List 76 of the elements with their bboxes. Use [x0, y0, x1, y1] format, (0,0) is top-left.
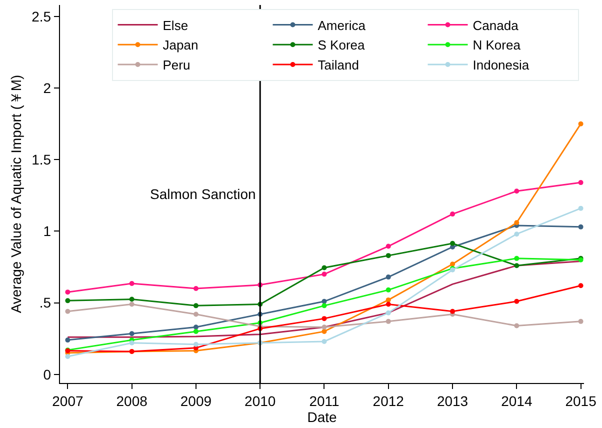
x-axis-title: Date — [307, 408, 337, 425]
point — [193, 312, 198, 317]
point — [386, 287, 391, 292]
point — [514, 323, 520, 328]
point — [514, 256, 520, 261]
point — [578, 283, 584, 288]
point — [514, 188, 520, 194]
point — [578, 206, 584, 211]
point — [65, 338, 70, 343]
legend-label: Peru — [162, 58, 190, 73]
point — [65, 308, 70, 314]
point — [578, 180, 584, 186]
ref-line-label: Salmon Sanction — [150, 186, 256, 202]
x-tick-label: 2015 — [565, 392, 597, 409]
legend-label: Indonesia — [472, 58, 530, 73]
point — [450, 262, 456, 267]
point — [322, 328, 327, 334]
point — [514, 263, 520, 268]
point — [578, 224, 584, 230]
point — [514, 220, 520, 226]
point — [65, 290, 70, 295]
point — [450, 308, 456, 314]
y-tick-label: .5 — [39, 294, 52, 311]
point — [386, 318, 391, 324]
point — [129, 340, 134, 346]
point — [386, 244, 391, 249]
legend-label: N Korea — [472, 38, 522, 53]
x-tick-label: 2007 — [52, 392, 84, 409]
point — [193, 286, 198, 291]
point — [193, 328, 198, 334]
point — [129, 302, 134, 307]
point — [386, 297, 391, 302]
point — [65, 354, 70, 360]
point — [129, 280, 134, 286]
legend-label: S Korea — [318, 38, 366, 53]
x-tick-label: 2010 — [244, 392, 276, 409]
point — [322, 316, 327, 322]
point — [129, 331, 134, 336]
legend-label: Else — [162, 18, 188, 33]
point — [578, 121, 584, 126]
point — [65, 298, 70, 304]
y-tick-label: 2 — [43, 80, 52, 96]
point — [386, 302, 391, 307]
point — [322, 298, 327, 304]
y-tick-label: 2.5 — [32, 8, 52, 24]
point — [129, 296, 134, 302]
point — [193, 324, 198, 330]
point — [514, 232, 520, 237]
x-tick-label: 2008 — [116, 392, 148, 409]
point — [322, 324, 327, 330]
x-tick-label: 2011 — [309, 392, 340, 409]
point — [578, 318, 584, 324]
legend-label: America — [318, 18, 366, 33]
point — [322, 272, 327, 277]
point — [514, 298, 520, 304]
legend-label: Canada — [472, 18, 520, 33]
x-tick-label: 2012 — [372, 392, 404, 409]
y-tick-label: 1.5 — [32, 152, 52, 168]
point — [322, 338, 327, 344]
point — [450, 240, 456, 246]
x-tick-label: 2013 — [436, 392, 468, 409]
point — [386, 253, 391, 258]
point — [193, 342, 198, 347]
point — [322, 265, 327, 270]
legend-label: Tailand — [318, 58, 359, 73]
point — [322, 303, 327, 308]
legend-label: Japan — [162, 38, 198, 53]
point — [193, 303, 198, 308]
y-tick-label: 0 — [43, 366, 52, 382]
point — [386, 310, 391, 316]
y-axis-title: Average Value of Aquatic Import (￥M) — [8, 74, 24, 314]
point — [386, 274, 391, 280]
y-tick-label: 1 — [43, 223, 52, 240]
x-tick-label: 2009 — [180, 392, 212, 409]
x-tick-label: 2014 — [501, 392, 532, 409]
point — [450, 212, 456, 217]
